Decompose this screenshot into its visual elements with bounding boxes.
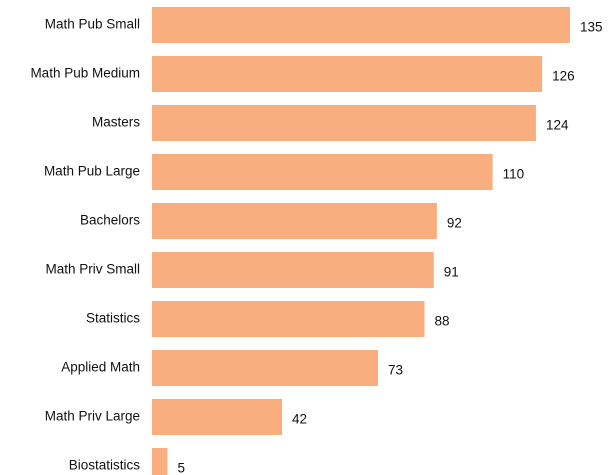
bar <box>152 448 168 475</box>
value-label: 126 <box>552 69 575 84</box>
bar <box>152 203 437 239</box>
value-label: 92 <box>447 216 462 231</box>
value-labels: 135 126 124 110 92 91 88 73 42 5 <box>177 20 602 475</box>
value-label: 88 <box>434 314 449 329</box>
bar <box>152 7 570 43</box>
category-label: Statistics <box>86 311 140 326</box>
bar <box>152 105 536 141</box>
value-label: 91 <box>444 265 459 280</box>
category-label: Biostatistics <box>69 458 141 473</box>
value-label: 42 <box>292 412 307 427</box>
value-label: 5 <box>177 461 185 475</box>
value-label: 110 <box>503 167 525 182</box>
bar <box>152 154 493 190</box>
category-label: Bachelors <box>80 213 140 228</box>
category-label: Math Pub Large <box>44 164 140 179</box>
value-label: 73 <box>388 363 403 378</box>
bars <box>152 7 570 475</box>
category-label: Math Priv Large <box>45 409 140 424</box>
value-label: 124 <box>546 118 569 133</box>
category-label: Masters <box>92 115 140 130</box>
category-label: Math Pub Medium <box>30 66 140 81</box>
bar <box>152 252 434 288</box>
category-label: Math Pub Small <box>45 17 140 32</box>
bar <box>152 301 425 337</box>
category-label: Math Priv Small <box>45 262 140 277</box>
bar <box>152 56 543 92</box>
bar <box>152 350 379 386</box>
category-label: Applied Math <box>61 360 140 375</box>
category-labels: Math Pub Small Math Pub Medium Masters Math… <box>30 17 140 473</box>
bar <box>152 399 283 435</box>
value-label: 135 <box>580 20 603 35</box>
